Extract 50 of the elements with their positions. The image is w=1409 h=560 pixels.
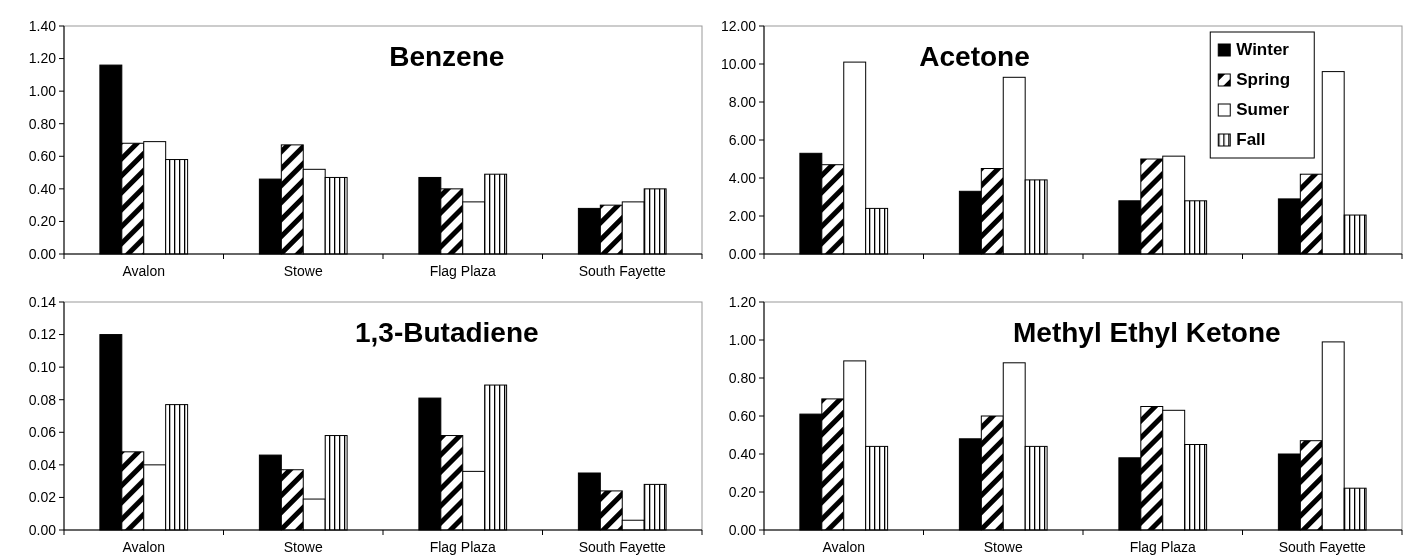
y-tick-label: 1.20	[728, 293, 757, 310]
y-tick-label: 0.80	[28, 115, 57, 132]
y-tick-label: 0.00	[728, 521, 757, 538]
text: Methyl Ethyl Ketone	[1013, 317, 1281, 348]
y-tick-label: 1.20	[28, 50, 57, 67]
y-tick-label: 12.00	[720, 17, 757, 34]
y-tick-label: 0.04	[28, 456, 57, 473]
y-tick-label: 0.40	[728, 445, 757, 462]
y-tick-label: 0.00	[28, 521, 57, 538]
y-tick-label: 0.02	[28, 489, 57, 506]
y-tick-label: 0.20	[28, 213, 57, 230]
y-tick-label: 0.00	[28, 245, 57, 262]
y-tick-label: 0.60	[28, 148, 57, 165]
y-tick-label: 0.12	[28, 326, 57, 343]
y-tick-label: 0.06	[28, 424, 57, 441]
y-tick-label: 0.08	[28, 391, 57, 408]
y-tick-label: 0.80	[728, 369, 757, 386]
x-tick-label: South Fayette	[578, 539, 667, 555]
y-tick-label: 0.60	[728, 407, 757, 424]
x-tick-label: Stowe	[983, 539, 1023, 555]
legend-label: Fall	[1236, 130, 1266, 149]
y-tick-label: 0.00	[728, 245, 757, 262]
text: Acetone	[919, 41, 1030, 72]
x-tick-label: Flag Plaza	[429, 539, 497, 555]
x-tick-label: South Fayette	[1278, 539, 1367, 555]
x-tick-label: Flag Plaza	[1129, 539, 1197, 555]
legend-label: Winter	[1236, 40, 1290, 59]
y-tick-label: 10.00	[720, 55, 757, 72]
y-tick-label: 8.00	[728, 93, 757, 110]
x-tick-label: Avalon	[122, 263, 166, 279]
x-tick-label: Flag Plaza	[429, 263, 497, 279]
y-tick-label: 0.10	[28, 359, 57, 376]
y-tick-label: 0.14	[28, 293, 57, 310]
x-tick-label: Avalon	[122, 539, 166, 555]
y-tick-label: 0.20	[728, 483, 757, 500]
y-tick-label: 1.00	[28, 83, 57, 100]
y-tick-label: 1.00	[728, 331, 757, 348]
x-tick-label: Stowe	[283, 539, 323, 555]
x-tick-label: Avalon	[822, 539, 866, 555]
legend-label: Spring	[1236, 70, 1291, 89]
x-tick-label: South Fayette	[578, 263, 667, 279]
y-tick-label: 0.40	[28, 180, 57, 197]
x-tick-label: Stowe	[283, 263, 323, 279]
y-tick-label: 4.00	[728, 169, 757, 186]
y-tick-label: 2.00	[728, 207, 757, 224]
y-tick-label: 1.40	[28, 17, 57, 34]
legend-label: Sumer	[1236, 100, 1290, 119]
text: Benzene	[389, 41, 505, 72]
y-tick-label: 6.00	[728, 131, 757, 148]
text: 1,3-Butadiene	[355, 317, 539, 348]
